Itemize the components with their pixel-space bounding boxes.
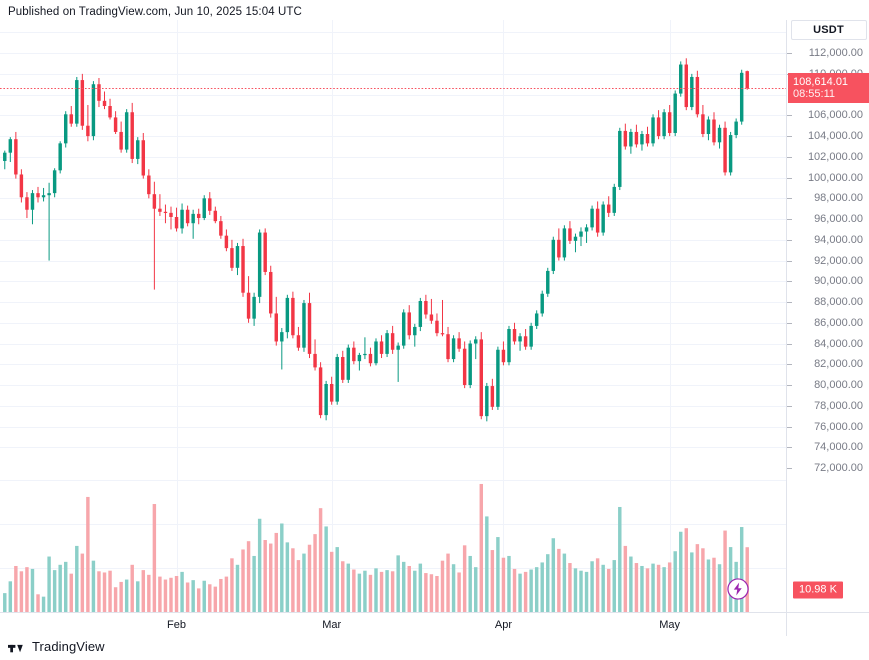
price-axis-tick	[787, 115, 792, 116]
price-axis-tick	[787, 157, 792, 158]
price-axis-label: 90,000.00	[814, 275, 863, 288]
time-axis-label: Feb	[167, 619, 187, 631]
price-axis-unit-box	[791, 20, 867, 40]
price-axis-label: 86,000.00	[814, 316, 863, 329]
price-axis-label: 100,000.00	[807, 171, 863, 184]
tradingview-brand: TradingView	[32, 639, 105, 654]
price-axis-tick	[787, 447, 792, 448]
price-axis-tick	[787, 468, 792, 469]
time-axis-label: Mar	[322, 619, 342, 631]
price-axis-tick	[787, 427, 792, 428]
price-axis-label: 78,000.00	[814, 399, 863, 412]
tradingview-logo-icon	[8, 644, 23, 653]
price-axis-label: 106,000.00	[807, 109, 863, 122]
price-axis-tick	[787, 53, 792, 54]
price-axis-label: 84,000.00	[814, 337, 863, 350]
current-price-value: 108,614.01	[793, 76, 849, 89]
price-axis-label: 80,000.00	[814, 379, 863, 392]
price-axis-label: 74,000.00	[814, 441, 863, 454]
price-axis-label: 82,000.00	[814, 358, 863, 371]
price-axis-tick	[787, 364, 792, 365]
time-axis-label: May	[659, 619, 681, 631]
price-axis-label: 88,000.00	[814, 296, 863, 309]
chart-plot-area[interactable]	[0, 20, 786, 612]
price-axis-tick	[787, 281, 792, 282]
price-axis-tick	[787, 385, 792, 386]
lightning-bolt-icon[interactable]	[727, 578, 750, 601]
volume-value-badge[interactable]: 10.98 K	[793, 581, 843, 599]
tradingview-footer: TradingView	[8, 639, 105, 654]
time-axis-label: Apr	[494, 619, 512, 631]
price-axis-label: 102,000.00	[807, 150, 863, 163]
price-axis-tick	[787, 198, 792, 199]
price-axis-tick	[787, 136, 792, 137]
price-axis-label: 112,000.00	[808, 47, 863, 60]
price-axis-tick	[787, 302, 792, 303]
price-axis-label: 104,000.00	[807, 130, 863, 143]
price-axis-tick	[787, 178, 792, 179]
price-axis-label: 76,000.00	[814, 420, 863, 433]
current-price-badge[interactable]: 108,614.01 08:55:11	[788, 73, 869, 104]
price-axis-label: 96,000.00	[814, 213, 863, 226]
price-axis-label: 72,000.00	[814, 462, 863, 474]
price-axis-tick	[787, 240, 792, 241]
price-axis-label: 98,000.00	[814, 192, 863, 205]
current-price-countdown: 08:55:11	[793, 88, 836, 101]
price-axis-tick	[787, 406, 792, 407]
axis-corner	[786, 612, 869, 636]
price-axis-label: 94,000.00	[814, 233, 863, 246]
price-axis-label: 92,000.00	[814, 254, 863, 267]
price-axis[interactable]: USDT 112,000.00110,000.00106,000.00104,0…	[786, 20, 869, 612]
time-axis[interactable]: FebMarAprMayJun	[0, 612, 850, 636]
candlestick-svg	[0, 20, 786, 612]
published-caption: Published on TradingView.com, Jun 10, 20…	[8, 6, 302, 18]
price-axis-tick	[787, 219, 792, 220]
price-axis-unit: USDT	[813, 24, 844, 36]
price-axis-tick	[787, 323, 792, 324]
price-axis-tick	[787, 344, 792, 345]
price-axis-tick	[787, 261, 792, 262]
